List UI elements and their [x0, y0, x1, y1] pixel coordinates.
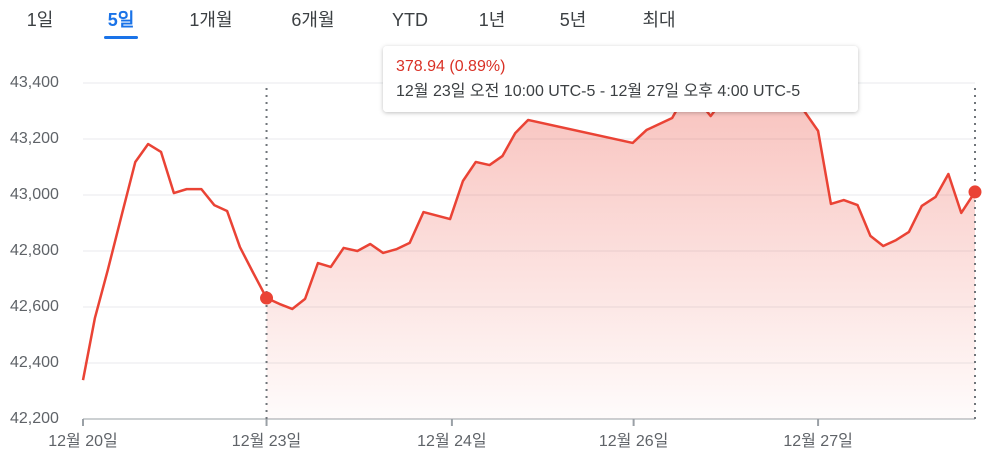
highlight-point [968, 185, 982, 199]
y-tick-label: 43,200 [10, 130, 59, 147]
range-tab[interactable]: 1년 [479, 10, 506, 30]
x-tick-label: 12월 20일 [48, 432, 117, 450]
range-tab[interactable]: 1일 [27, 10, 54, 30]
y-tick-label: 42,200 [10, 410, 59, 427]
range-tab[interactable]: 최대 [642, 10, 675, 30]
tooltip-range: 12월 23일 오전 10:00 UTC-5 - 12월 27일 오후 4:00… [396, 82, 800, 100]
y-tick-label: 42,400 [10, 354, 59, 371]
x-tick-label: 12월 26일 [599, 432, 668, 450]
range-tab[interactable]: 5일 [108, 10, 135, 30]
y-tick-label: 42,600 [10, 298, 59, 315]
y-tick-label: 42,800 [10, 242, 59, 259]
line [81, 93, 977, 381]
range-tab[interactable]: YTD [392, 10, 428, 30]
y-tick-label: 43,000 [10, 186, 59, 203]
highlight-point [260, 291, 274, 305]
range-tab[interactable]: 5년 [560, 10, 587, 30]
tooltip-box [383, 46, 858, 112]
tooltip-change: 378.94 (0.89%) [396, 58, 505, 75]
x-tick-label: 12월 24일 [417, 432, 486, 450]
area [266, 95, 976, 419]
tooltip: 378.94 (0.89%) 12월 23일 오전 10:00 UTC-5 - 1… [383, 46, 858, 112]
x-tick-label: 12월 23일 [232, 432, 301, 450]
tab-underline [104, 36, 138, 39]
range-tab[interactable]: 1개월 [189, 10, 232, 30]
y-tick-label: 43,400 [10, 74, 59, 91]
range-tab[interactable]: 6개월 [291, 10, 334, 30]
x-tick-label: 12월 27일 [783, 432, 852, 450]
